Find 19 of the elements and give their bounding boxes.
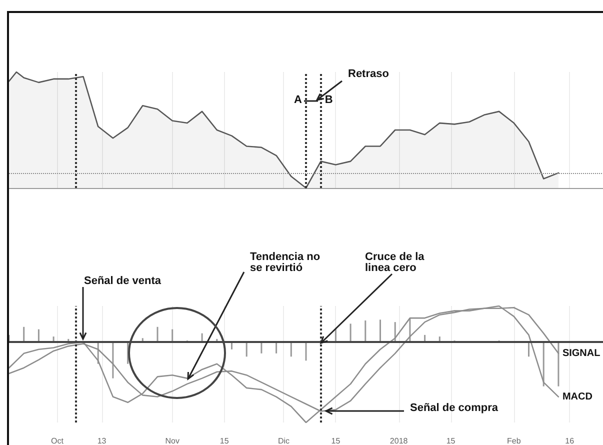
x-tick-label: 15 — [331, 436, 341, 445]
x-tick-label: Nov — [165, 436, 180, 445]
x-tick-label: 15 — [446, 436, 456, 445]
annotation: Señal de compra — [410, 402, 498, 414]
x-tick-label: Feb — [507, 436, 522, 445]
x-tick-label: Dic — [278, 436, 290, 445]
ref-line-label: B — [324, 94, 333, 106]
annotation: Retraso — [348, 68, 389, 80]
series-label: SIGNAL — [562, 348, 600, 359]
x-tick-label: 2018 — [390, 436, 408, 445]
text: Tendencia no se revirtió — [250, 251, 322, 274]
x-tick-label: Oct — [51, 436, 64, 445]
series-label: MACD — [562, 391, 592, 402]
text: Señal de venta — [84, 275, 162, 287]
x-tick-label: 13 — [97, 436, 107, 445]
x-tick-label: 16 — [565, 436, 575, 445]
ref-line-label: A — [294, 94, 302, 106]
x-tick-label: 15 — [220, 436, 230, 445]
text: Cruce de la linea cero — [365, 251, 426, 274]
